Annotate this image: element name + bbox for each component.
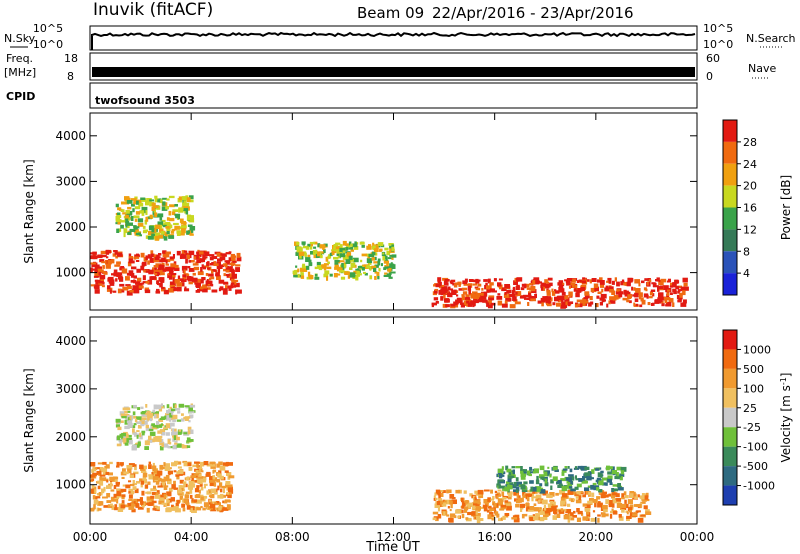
nsearch-tick-top: 10^5 [703, 22, 733, 35]
power-panel: 1000 2000 3000 4000 Slant Range [km] 4 8 12 16 20… [22, 112, 793, 311]
beam-label: Beam 09 [357, 4, 424, 22]
colorbar-tick-label: 25 [743, 402, 757, 415]
x-tick-label: 00:00 [680, 530, 715, 544]
nave-tick-bottom: 0 [706, 70, 713, 83]
colorbar-tick-label: 1000 [743, 343, 771, 356]
colorbar-tick-label: -25 [743, 421, 761, 434]
x-tick-label: 00:00 [73, 530, 108, 544]
colorbar-swatch [723, 466, 737, 486]
nave-tick-top: 60 [706, 52, 720, 65]
colorbar-tick-label: 28 [743, 136, 757, 149]
echo-region [292, 240, 397, 281]
colorbar-swatch [723, 251, 737, 274]
colorbar-swatch [723, 330, 737, 350]
echo-region [90, 249, 242, 296]
colorbar-tick-label: -100 [743, 441, 768, 454]
colorbar-swatch [723, 207, 737, 230]
colorbar-swatch [723, 120, 737, 142]
x-axis-label: Time UT [365, 540, 419, 554]
nsearch-label: N.Search [746, 32, 796, 45]
nsearch-tick-bottom: 10^0 [703, 38, 733, 51]
echo-region [115, 195, 196, 241]
freq-label-1: Freq. [6, 52, 33, 65]
y-tick-label: 1000 [55, 478, 86, 492]
colorbar-swatch [723, 141, 737, 164]
nsky-tick-bottom: 10^0 [33, 38, 63, 51]
y-tick-label: 2000 [55, 220, 86, 234]
echo-region [496, 465, 627, 494]
colorbar-swatch [723, 273, 737, 295]
echo-region [431, 277, 689, 309]
colorbar-tick-label: 4 [743, 267, 750, 280]
cpid-strip: CPID twofsound 3503 [6, 82, 698, 109]
colorbar-label: Velocity [m s-1] [779, 373, 794, 463]
colorbar-swatch [723, 427, 737, 447]
colorbar-swatch [723, 368, 737, 389]
cpid-label: CPID [6, 90, 35, 103]
colorbar-swatch [723, 349, 737, 369]
x-tick-label: 08:00 [275, 530, 310, 544]
cpid-program: twofsound 3503 [95, 94, 195, 107]
colorbar-swatch [723, 407, 737, 428]
colorbar-tick-label: -1000 [743, 480, 775, 493]
nave-label: Nave [748, 62, 776, 75]
colorbar-label: Power [dB] [779, 175, 793, 240]
echo-region [115, 403, 196, 451]
y-tick-label: 2000 [55, 430, 86, 444]
colorbar-tick-label: 500 [743, 363, 764, 376]
freq-strip: Freq. [MHz] 18 8 60 0 Nave [4, 52, 776, 83]
y-tick-label: 1000 [55, 266, 86, 280]
colorbar-swatch [723, 185, 737, 208]
colorbar-tick-label: -500 [743, 460, 768, 473]
freq-trace [92, 67, 695, 77]
colorbar: 1000 500 100 25 -25 -100 -500 -1000 Velocity [m … [722, 329, 794, 506]
colorbar-swatch [723, 163, 737, 186]
colorbar-tick-label: 100 [743, 382, 764, 395]
y-tick-label: 4000 [55, 129, 86, 143]
freq-label-2: [MHz] [4, 66, 36, 79]
colorbar: 4 8 12 16 20 24 28 Power [dB] [722, 119, 793, 296]
colorbar-swatch [723, 388, 737, 408]
y-tick-label: 4000 [55, 334, 86, 348]
x-tick-label: 04:00 [174, 530, 209, 544]
y-tick-label: 3000 [55, 174, 86, 188]
echo-region [90, 460, 235, 513]
colorbar-swatch [723, 446, 737, 467]
nsky-strip: 10^5 10^0 N.Sky 10^5 10^0 N.Search [4, 22, 796, 51]
date-range: 22/Apr/2016 - 23/Apr/2016 [432, 4, 634, 22]
nsky-label: N.Sky [4, 32, 36, 45]
y-axis-label: Slant Range [km] [22, 159, 36, 263]
echo-region [432, 489, 652, 524]
colorbar-tick-label: 24 [743, 158, 757, 171]
colorbar-tick-label: 8 [743, 245, 750, 258]
freq-tick-top: 18 [64, 52, 78, 65]
nsky-trace [91, 31, 696, 38]
station-title: Inuvik (fitACF) [93, 0, 213, 20]
colorbar-tick-label: 16 [743, 202, 757, 215]
colorbar-swatch [723, 485, 737, 505]
colorbar-tick-label: 20 [743, 180, 757, 193]
freq-tick-bottom: 8 [67, 70, 74, 83]
y-axis-label: Slant Range [km] [22, 368, 36, 472]
x-tick-label: 20:00 [579, 530, 614, 544]
x-tick-label: 12:00 [376, 530, 411, 544]
nsky-tick-top: 10^5 [33, 22, 63, 35]
colorbar-tick-label: 12 [743, 223, 757, 236]
x-tick-label: 16:00 [477, 530, 512, 544]
y-tick-label: 3000 [55, 382, 86, 396]
colorbar-swatch [723, 229, 737, 252]
velocity-panel: 1000 2000 3000 4000 00:00 04:00 08:00 12:00 16:0… [22, 316, 794, 544]
